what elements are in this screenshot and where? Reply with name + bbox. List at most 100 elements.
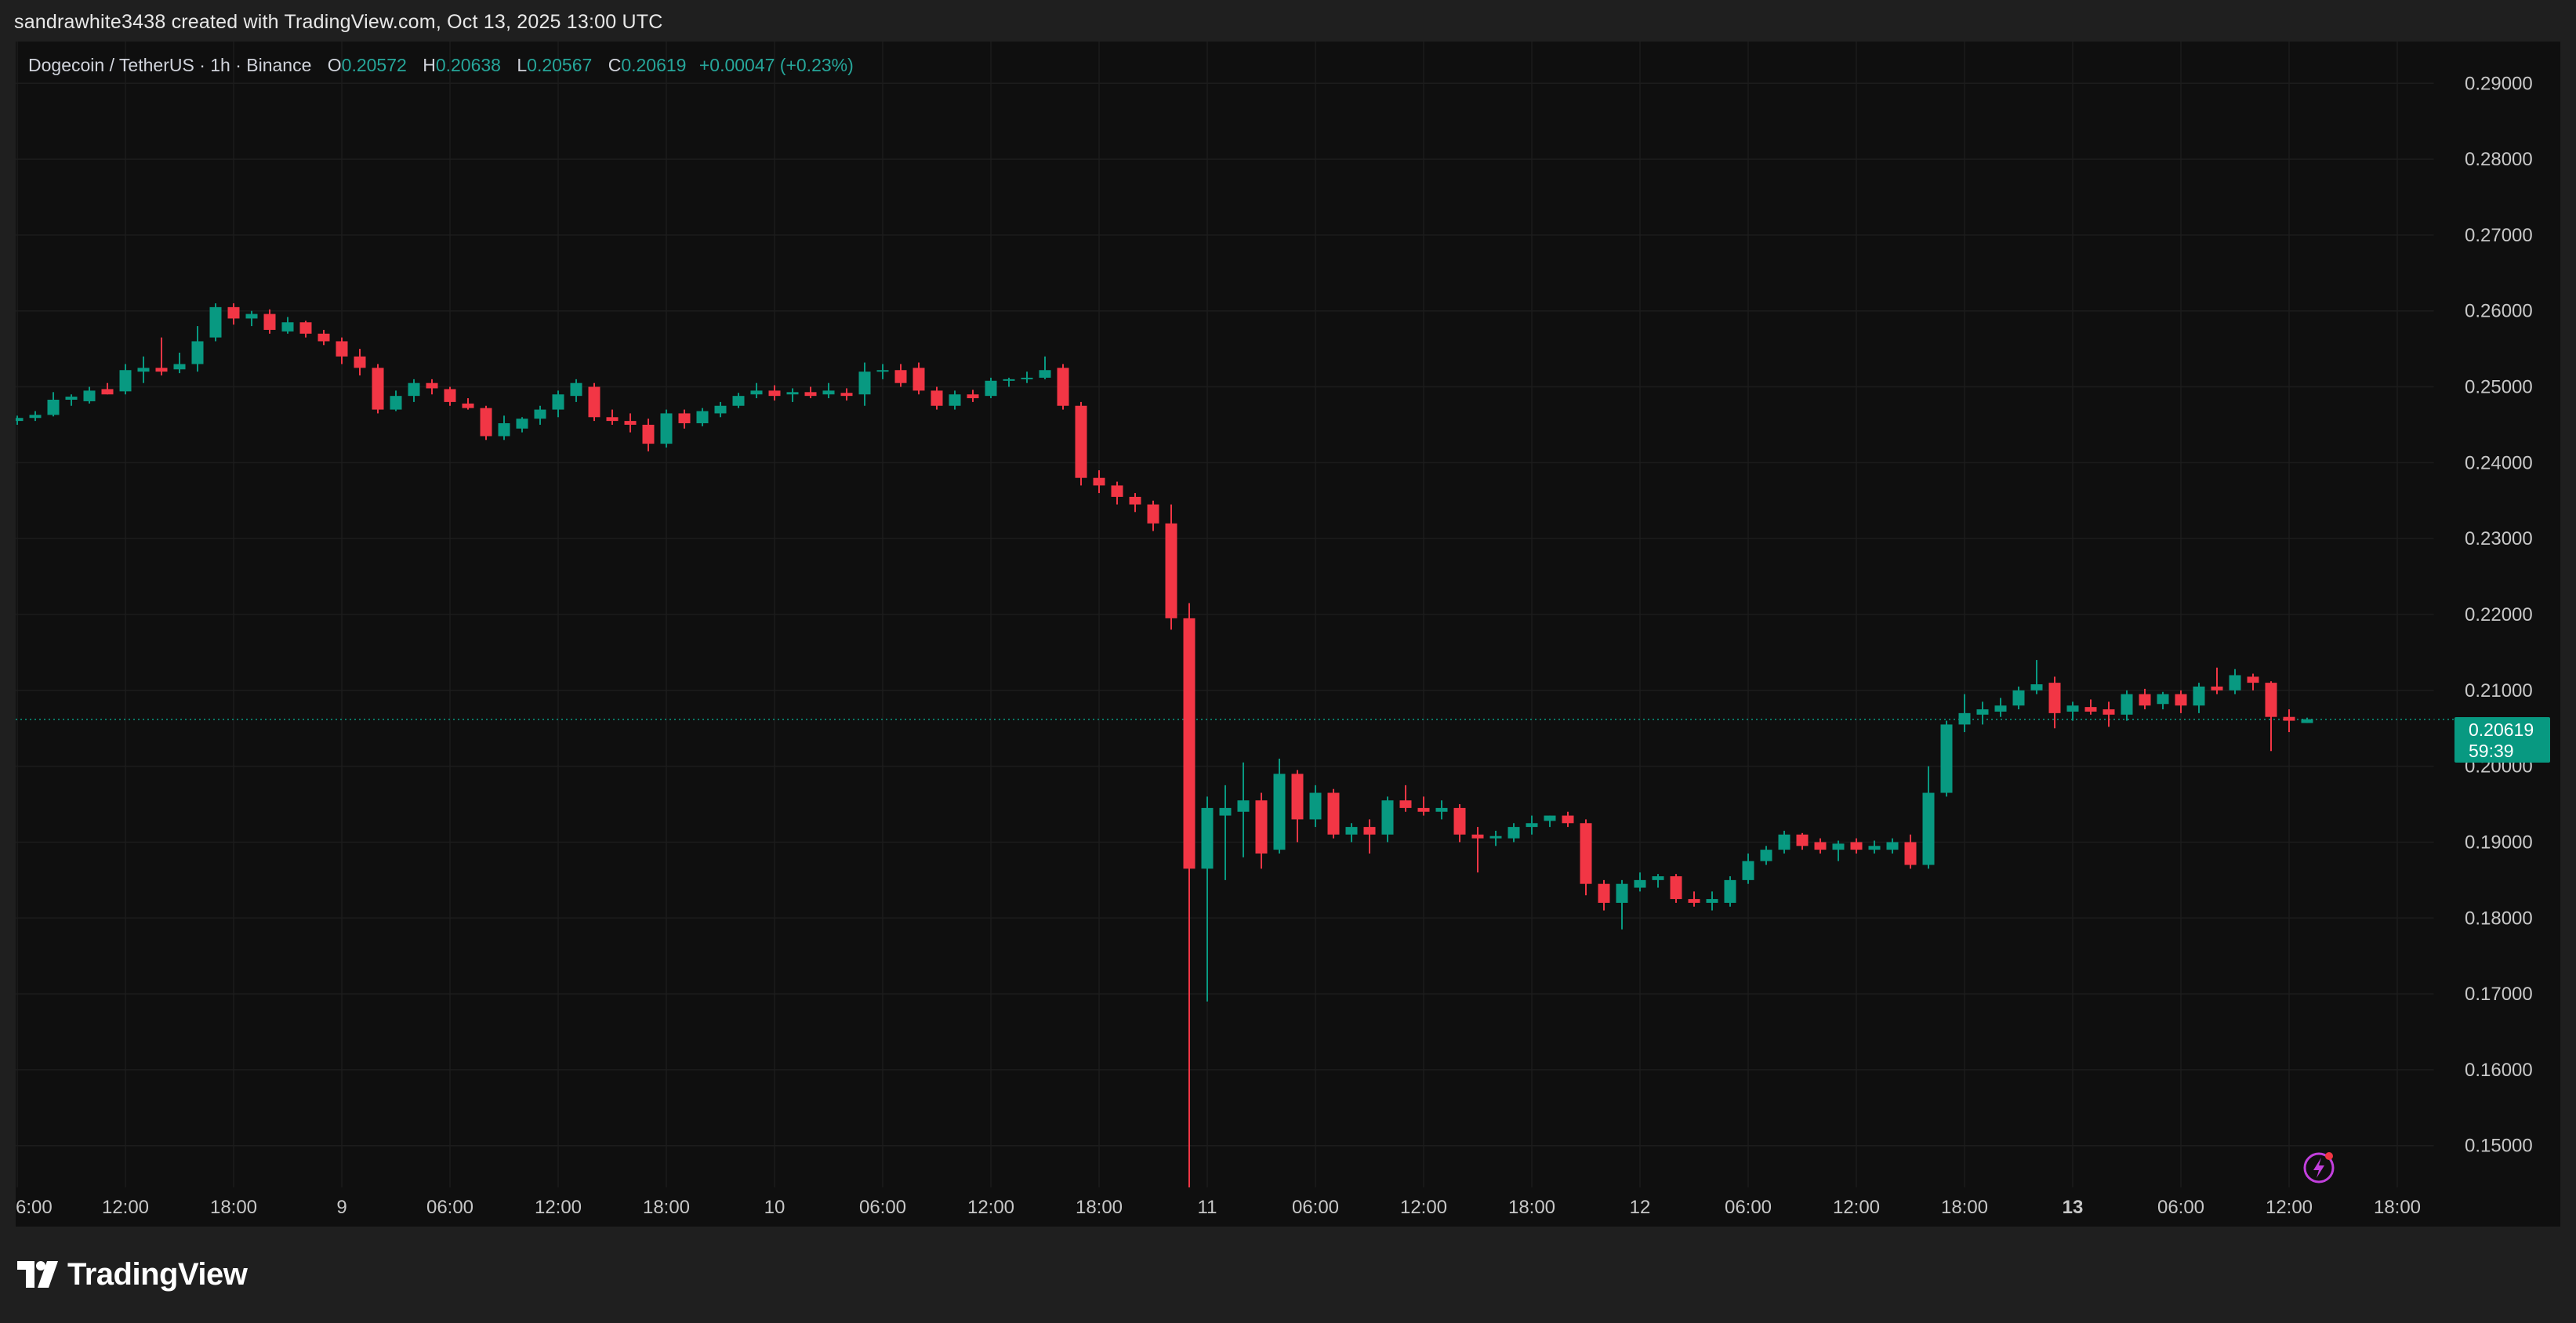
candle-body bbox=[1183, 618, 1195, 869]
candle-body bbox=[1796, 834, 1809, 846]
candle-body bbox=[1417, 807, 1430, 812]
candle-body bbox=[1111, 485, 1123, 497]
candle-body bbox=[1598, 883, 1610, 903]
candle-body bbox=[1652, 876, 1664, 880]
candle-body bbox=[1165, 523, 1177, 618]
candle-body bbox=[2121, 694, 2133, 715]
legend-high-value: 0.20638 bbox=[435, 55, 501, 75]
candle-body bbox=[227, 306, 240, 319]
candle-body bbox=[1886, 842, 1899, 850]
candle-body bbox=[1039, 370, 1051, 378]
candle-body bbox=[2229, 675, 2241, 690]
candle-body bbox=[173, 364, 186, 370]
x-tick-label: 06:00 bbox=[859, 1197, 906, 1218]
x-tick-label: 10 bbox=[764, 1197, 785, 1218]
candle-body bbox=[1670, 876, 1682, 900]
candle-body bbox=[2247, 676, 2259, 683]
candlestick-chart[interactable]: 0.29000 0.28000 0.27000 0.26000 0.25000 0.240… bbox=[16, 42, 2560, 1227]
lightning-bolt-icon[interactable] bbox=[2302, 1147, 2339, 1185]
candle-body bbox=[2283, 716, 2295, 721]
candle-body bbox=[1201, 807, 1214, 869]
candle-body bbox=[1706, 899, 1718, 903]
symbol-legend: Dogecoin / TetherUS · 1h · Binance O 0.20… bbox=[28, 55, 854, 76]
candle-body bbox=[1688, 899, 1700, 903]
candle-body bbox=[1634, 879, 1646, 888]
candle-body bbox=[588, 386, 600, 418]
candle-body bbox=[2030, 684, 2043, 690]
x-tick-label: 18:00 bbox=[643, 1197, 690, 1218]
candle-body bbox=[372, 368, 384, 410]
candle-body bbox=[2066, 705, 2079, 712]
candle-body bbox=[1742, 861, 1754, 880]
candle-body bbox=[912, 368, 925, 391]
y-tick-label: 0.19000 bbox=[2465, 832, 2533, 853]
tradingview-logo[interactable]: TradingView bbox=[17, 1257, 248, 1292]
legend-close-label: C bbox=[608, 55, 622, 75]
candle-body bbox=[714, 405, 727, 414]
candle-body bbox=[1003, 379, 1015, 381]
candle-body bbox=[1616, 883, 1628, 903]
x-tick-label: 06:00 bbox=[1725, 1197, 1772, 1218]
candle-body bbox=[1868, 846, 1881, 850]
candle-body bbox=[1255, 800, 1268, 854]
candle-body bbox=[642, 424, 655, 444]
candle-body bbox=[390, 396, 402, 410]
y-tick-label: 0.27000 bbox=[2465, 225, 2533, 246]
candle-body bbox=[624, 421, 637, 425]
candle-body bbox=[47, 399, 60, 415]
candle-body bbox=[426, 382, 438, 389]
candle-body bbox=[498, 423, 510, 437]
candle-body bbox=[1544, 815, 1556, 821]
legend-symbol: Dogecoin / TetherUS · 1h · Binance bbox=[28, 55, 312, 75]
tradingview-logo-icon bbox=[17, 1261, 58, 1288]
y-tick-label: 0.22000 bbox=[2465, 604, 2533, 625]
candle-body bbox=[1435, 807, 1448, 812]
candle-body bbox=[552, 394, 564, 410]
candle-body bbox=[317, 333, 330, 342]
candle-body bbox=[83, 390, 96, 401]
y-tick-label: 0.28000 bbox=[2465, 149, 2533, 170]
candle-body bbox=[1922, 792, 1935, 865]
x-tick-label: 12:00 bbox=[1400, 1197, 1447, 1218]
candle-body bbox=[101, 389, 114, 395]
candle-body bbox=[2048, 683, 2061, 713]
candle-body bbox=[1057, 368, 1069, 406]
candle-body bbox=[408, 382, 420, 397]
legend-open-label: O bbox=[327, 55, 342, 75]
y-tick-label: 0.24000 bbox=[2465, 452, 2533, 473]
candle-body bbox=[1526, 823, 1538, 828]
candle-body bbox=[2103, 709, 2115, 715]
candle-body bbox=[516, 419, 528, 429]
candle-body bbox=[931, 390, 943, 406]
candle-body bbox=[336, 341, 348, 357]
chart-area[interactable]: 0.29000 0.28000 0.27000 0.26000 0.25000 0.240… bbox=[16, 42, 2560, 1227]
x-tick-label: 06:00 bbox=[2157, 1197, 2204, 1218]
y-tick-label: 0.23000 bbox=[2465, 528, 2533, 549]
y-tick-label: 0.21000 bbox=[2465, 680, 2533, 701]
candle-body bbox=[1778, 834, 1791, 850]
candle-body bbox=[1075, 405, 1087, 478]
x-tick-label: 12:00 bbox=[2266, 1197, 2313, 1218]
candle-body bbox=[1453, 807, 1466, 835]
candle-body bbox=[534, 409, 546, 419]
candle-body bbox=[570, 382, 582, 397]
candle-body bbox=[1237, 800, 1250, 812]
candle-body bbox=[2157, 694, 2169, 705]
candle-body bbox=[985, 380, 997, 397]
candle-body bbox=[1219, 807, 1232, 816]
candle-body bbox=[804, 392, 817, 397]
last-price-tag: 0.20619 59:39 bbox=[2454, 717, 2550, 763]
candle-body bbox=[894, 370, 907, 383]
candle-body bbox=[1363, 827, 1376, 835]
candle-body bbox=[2084, 707, 2097, 712]
candle-body bbox=[263, 314, 276, 330]
candle-body bbox=[1129, 496, 1141, 505]
y-tick-label: 0.18000 bbox=[2465, 908, 2533, 929]
candle-body bbox=[732, 396, 745, 406]
candle-body bbox=[822, 390, 835, 395]
legend-change: +0.00047 (+0.23%) bbox=[698, 55, 854, 75]
x-tick-label: 6:00 bbox=[16, 1197, 53, 1218]
candle-body bbox=[1562, 815, 1574, 824]
candle-body bbox=[2301, 719, 2313, 723]
x-tick-label: 18:00 bbox=[210, 1197, 257, 1218]
